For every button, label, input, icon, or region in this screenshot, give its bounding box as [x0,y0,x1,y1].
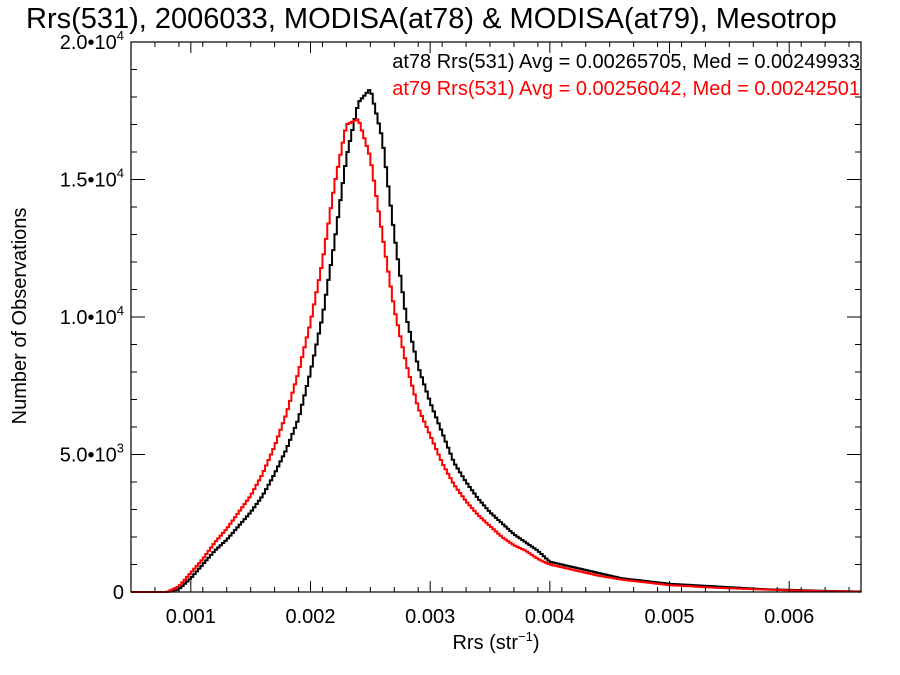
axes-layer: 0.001 0.002 0.003 0.004 0.005 0.006 0 5.0•103 1.… [60,28,862,628]
y-tick-label-mantissa: 1.0•10 [60,307,117,329]
y-tick-label-5: 2.0•104 [60,28,124,54]
y-tick-label-exponent: 4 [117,28,124,43]
y-axis-label: Number of Observations [9,208,31,425]
y-tick-label-exponent: 4 [117,166,124,181]
y-tick-label-3: 1.0•104 [60,303,124,329]
plot-layer [131,89,861,593]
x-tick-label-1: 0.001 [166,606,216,628]
annotation-at79: at79 Rrs(531) Avg = 0.00256042, Med = 0.… [392,78,860,100]
x-tick-label-2: 0.002 [285,606,335,628]
y-tick-label-mantissa: 5.0•10 [60,445,117,467]
annotation-at78: at78 Rrs(531) Avg = 0.00265705, Med = 0.… [392,51,860,73]
y-tick-label-mantissa: 2.0•10 [60,32,117,54]
x-axis-label: Rrs (str−1) [452,629,539,654]
y-tick-label-4: 1.5•104 [60,166,124,192]
y-tick-label-2: 5.0•103 [60,441,124,467]
chart-title: Rrs(531), 2006033, MODISA(at78) & MODISA… [26,3,837,35]
x-tick-label-4: 0.004 [525,606,575,628]
x-tick-label-6: 0.006 [764,606,814,628]
x-axis-label-exponent: −1 [518,629,533,644]
x-tick-label-5: 0.005 [644,606,694,628]
x-axis-label-base: Rrs (str [452,632,518,654]
series-line-2 [131,118,861,593]
x-tick-label-3: 0.003 [405,606,455,628]
y-tick-label-1: 0 [113,582,124,604]
y-tick-label-mantissa: 0 [113,582,124,604]
y-tick-label-exponent: 3 [117,441,124,456]
x-axis-label-close: ) [533,632,540,654]
y-tick-label-exponent: 4 [117,303,124,318]
y-tick-label-mantissa: 1.5•10 [60,170,117,192]
